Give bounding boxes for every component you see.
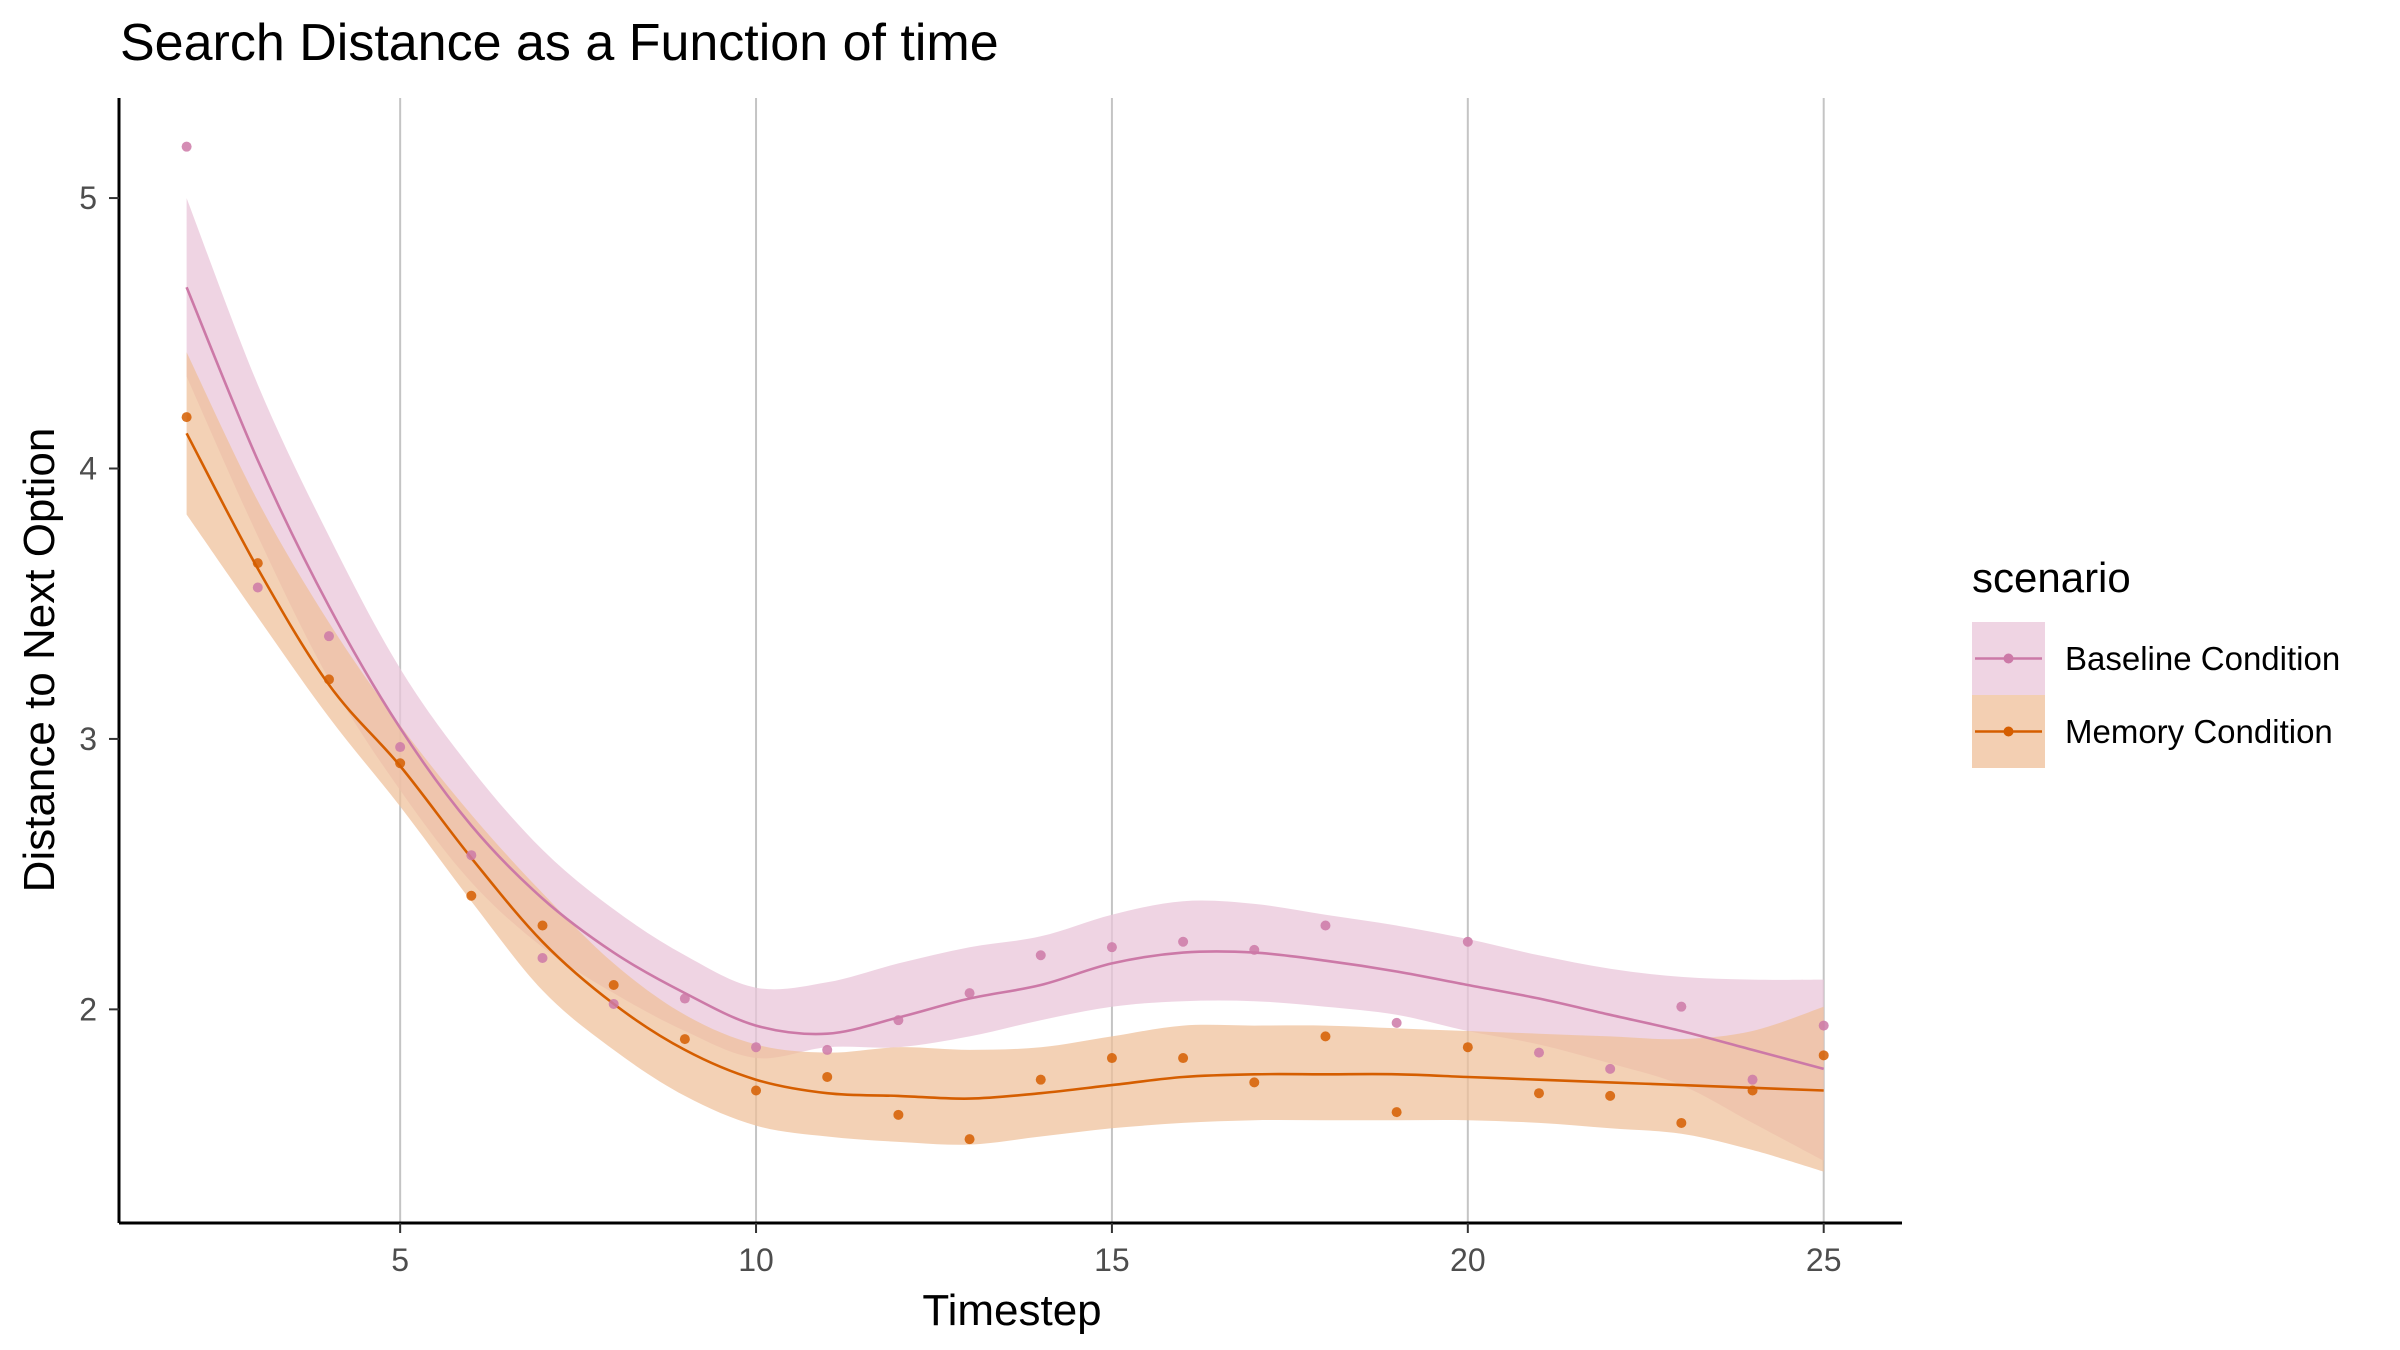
data-point bbox=[679, 993, 690, 1004]
data-point bbox=[608, 998, 619, 1009]
y-axis-title: Distance to Next Option bbox=[15, 428, 64, 893]
confidence-band bbox=[186, 198, 1824, 1161]
confidence-band bbox=[186, 352, 1824, 1172]
data-point bbox=[1533, 1047, 1544, 1058]
legend-label: Memory Condition bbox=[2065, 713, 2333, 750]
data-point bbox=[964, 988, 975, 999]
data-point bbox=[252, 558, 263, 569]
confidence-bands bbox=[186, 198, 1824, 1172]
data-point bbox=[537, 952, 548, 963]
data-point bbox=[1676, 1117, 1687, 1128]
data-point bbox=[323, 631, 334, 642]
x-tick-label: 25 bbox=[1806, 1242, 1842, 1278]
legend-label: Baseline Condition bbox=[2065, 640, 2340, 677]
y-tick-label: 2 bbox=[79, 991, 97, 1027]
x-tick-label: 15 bbox=[1094, 1242, 1130, 1278]
data-point bbox=[964, 1134, 975, 1145]
data-point bbox=[1178, 936, 1189, 947]
data-point bbox=[395, 758, 406, 769]
data-point bbox=[822, 1044, 833, 1055]
smooth-line bbox=[185, 432, 1824, 1100]
data-points bbox=[181, 141, 1829, 1145]
data-point bbox=[181, 141, 192, 152]
data-point bbox=[181, 412, 192, 423]
data-point bbox=[751, 1042, 762, 1053]
data-point bbox=[1818, 1050, 1829, 1061]
data-point bbox=[1533, 1088, 1544, 1099]
data-point bbox=[1391, 1017, 1402, 1028]
data-point bbox=[1178, 1053, 1189, 1064]
x-tick-label: 10 bbox=[738, 1242, 774, 1278]
data-point bbox=[751, 1085, 762, 1096]
data-point bbox=[1605, 1063, 1616, 1074]
legend-title: scenario bbox=[1972, 554, 2131, 601]
y-tick-label: 3 bbox=[79, 721, 97, 757]
data-point bbox=[1035, 1074, 1046, 1085]
data-point bbox=[1605, 1090, 1616, 1101]
x-axis-title: Timestep bbox=[922, 1286, 1101, 1335]
axes bbox=[117, 98, 1902, 1225]
data-point bbox=[466, 890, 477, 901]
data-point bbox=[1320, 1031, 1331, 1042]
x-tick-label: 5 bbox=[391, 1242, 409, 1278]
data-point bbox=[1818, 1020, 1829, 1031]
legend: scenario Baseline Condition Memory Condit… bbox=[1972, 554, 2340, 768]
data-point bbox=[466, 850, 477, 861]
data-point bbox=[1106, 1053, 1117, 1064]
chart-title: Search Distance as a Function of time bbox=[120, 14, 999, 72]
data-point bbox=[1747, 1074, 1758, 1085]
data-point bbox=[608, 980, 619, 991]
y-ticks: 2 3 4 5 bbox=[79, 180, 119, 1027]
data-point bbox=[1035, 950, 1046, 961]
data-point bbox=[1747, 1085, 1758, 1096]
smooth-line bbox=[185, 286, 1825, 1071]
data-point bbox=[1462, 1042, 1473, 1053]
data-point bbox=[1676, 1001, 1687, 1012]
data-point bbox=[1320, 920, 1331, 931]
data-point bbox=[323, 674, 334, 685]
data-point bbox=[893, 1015, 904, 1026]
x-tick-label: 20 bbox=[1450, 1242, 1486, 1278]
data-point bbox=[679, 1034, 690, 1045]
legend-key-point bbox=[2003, 653, 2014, 664]
data-point bbox=[1249, 1077, 1260, 1088]
legend-key-point bbox=[2003, 726, 2014, 737]
y-tick-label: 4 bbox=[79, 450, 97, 486]
data-point bbox=[893, 1109, 904, 1120]
y-tick-label: 5 bbox=[79, 180, 97, 216]
data-point bbox=[1462, 936, 1473, 947]
smooth-lines bbox=[185, 286, 1825, 1100]
data-point bbox=[252, 582, 263, 593]
data-point bbox=[1249, 944, 1260, 955]
data-point bbox=[1106, 942, 1117, 953]
data-point bbox=[537, 920, 548, 931]
data-point bbox=[1391, 1107, 1402, 1118]
x-ticks: 5 10 15 20 25 bbox=[391, 1223, 1842, 1278]
data-point bbox=[395, 742, 406, 753]
data-point bbox=[822, 1071, 833, 1082]
